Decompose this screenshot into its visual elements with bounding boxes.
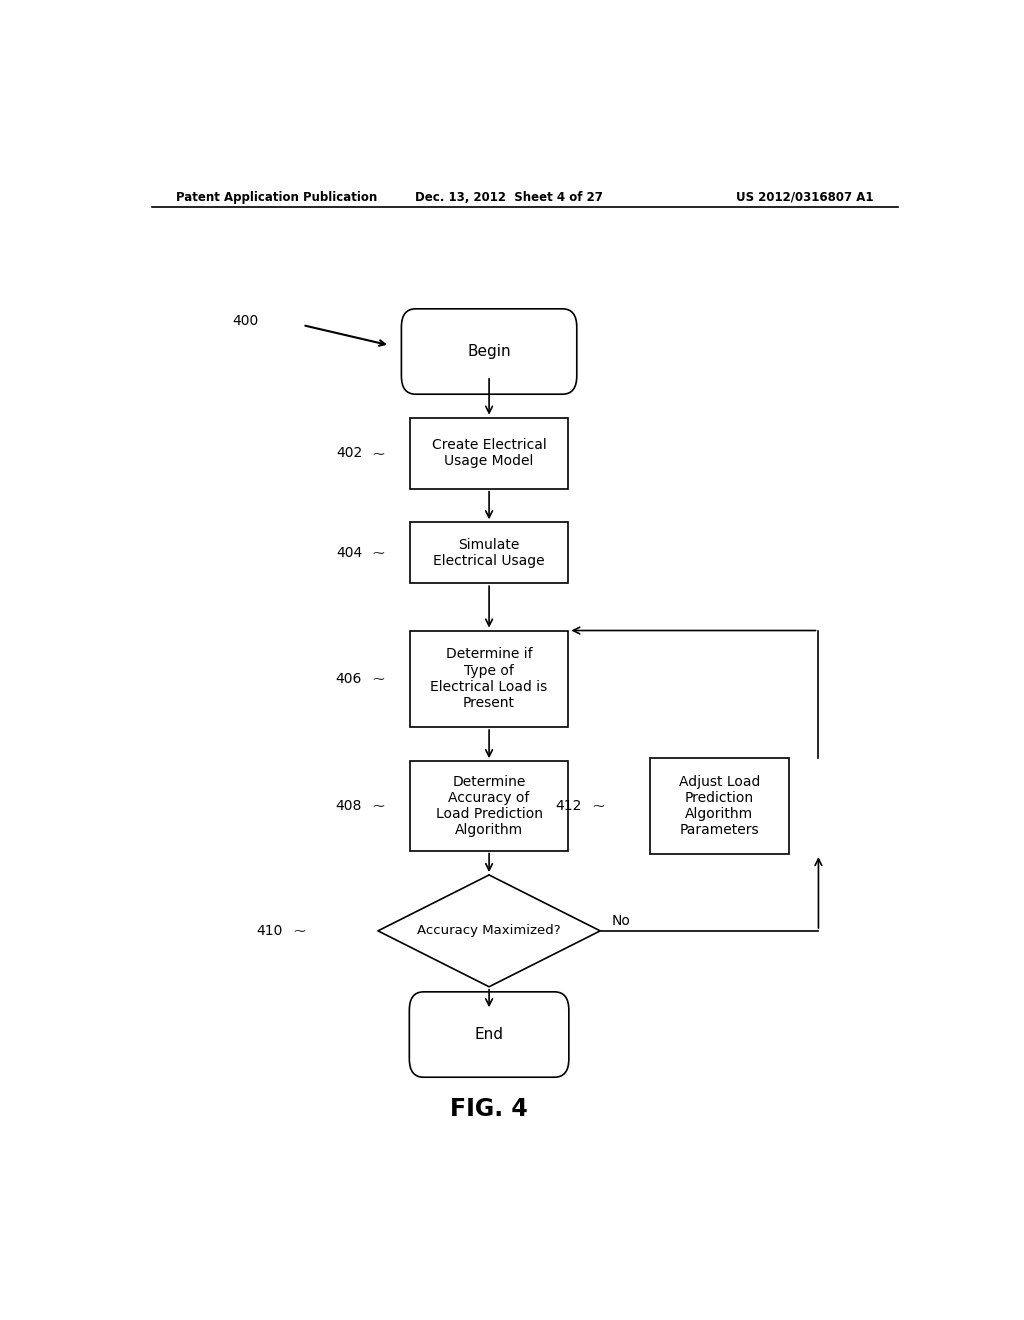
Text: 410: 410 [256,924,283,939]
Text: 402: 402 [336,446,362,461]
Text: 406: 406 [336,672,362,686]
Text: 404: 404 [336,545,362,560]
FancyBboxPatch shape [401,309,577,395]
Polygon shape [378,875,600,987]
Text: ~: ~ [372,544,385,561]
Bar [410,523,568,583]
Text: Begin: Begin [467,345,511,359]
FancyBboxPatch shape [410,991,569,1077]
Text: Determine if
Type of
Electrical Load is
Present: Determine if Type of Electrical Load is … [430,648,548,710]
Text: 412: 412 [556,799,582,813]
Text: End: End [474,1027,504,1041]
Text: Patent Application Publication: Patent Application Publication [176,190,377,203]
Bar [650,758,788,854]
Bar [410,762,568,850]
Text: ~: ~ [372,671,385,688]
Text: 408: 408 [336,799,362,813]
Text: Dec. 13, 2012  Sheet 4 of 27: Dec. 13, 2012 Sheet 4 of 27 [415,190,603,203]
Text: Determine
Accuracy of
Load Prediction
Algorithm: Determine Accuracy of Load Prediction Al… [435,775,543,837]
Text: ~: ~ [372,445,385,462]
Text: No: No [612,913,631,928]
Text: ~: ~ [592,797,605,814]
Text: Accuracy Maximized?: Accuracy Maximized? [417,924,561,937]
Bar [410,417,568,488]
Bar [410,631,568,727]
Text: FIG. 4: FIG. 4 [451,1097,528,1121]
Text: 400: 400 [232,314,259,329]
Text: Adjust Load
Prediction
Algorithm
Parameters: Adjust Load Prediction Algorithm Paramet… [679,775,760,837]
Text: ~: ~ [292,923,306,940]
Text: ~: ~ [372,797,385,814]
Text: US 2012/0316807 A1: US 2012/0316807 A1 [736,190,873,203]
Text: Simulate
Electrical Usage: Simulate Electrical Usage [433,537,545,568]
Text: Create Electrical
Usage Model: Create Electrical Usage Model [432,438,547,469]
